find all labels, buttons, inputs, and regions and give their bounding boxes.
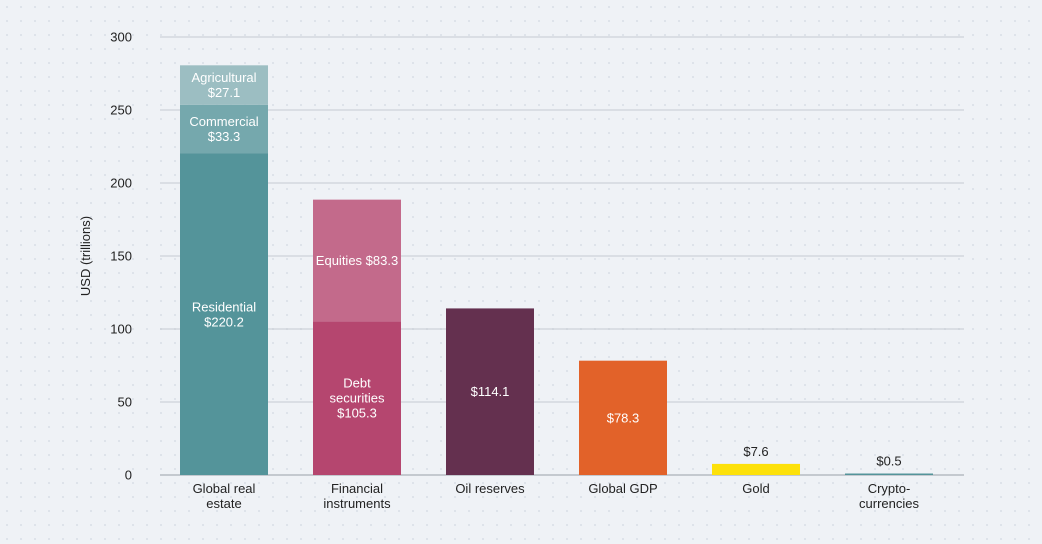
- data-label: Debt securities $105.3: [330, 376, 385, 421]
- bar-segment: [313, 321, 401, 475]
- y-axis-ticks: 0 50 100 150 200 250 300: [110, 30, 132, 483]
- category-label: Gold: [742, 481, 769, 496]
- category-label: Financial instruments: [323, 481, 391, 511]
- bar-segment: [180, 153, 268, 475]
- data-label: $0.5: [876, 454, 901, 469]
- bar-segment: [313, 199, 401, 322]
- category-label: Global real estate: [193, 481, 256, 511]
- data-label: Agricultural $27.1: [191, 70, 256, 100]
- data-label: Equities $83.3: [316, 253, 398, 268]
- bar-segment: [180, 65, 268, 105]
- gridlines: [160, 36, 964, 476]
- data-label: $78.3: [607, 410, 640, 425]
- bar-segment: [712, 463, 800, 475]
- data-labels: Residential $220.2 Commercial $33.3 Agricult…: [189, 70, 901, 468]
- category-label: Oil reserves: [455, 481, 525, 496]
- data-label: Residential $220.2: [192, 299, 256, 329]
- x-axis-categories: Global real estate Financial instruments Oil…: [193, 481, 920, 511]
- y-tick-label: 200: [110, 176, 132, 191]
- bar-segment: [180, 104, 268, 154]
- bars: [180, 65, 933, 475]
- data-label: $7.6: [743, 444, 768, 459]
- bar-segment: [579, 360, 667, 475]
- y-axis-label: USD (trillions): [78, 216, 93, 296]
- data-label: $114.1: [471, 384, 510, 399]
- y-tick-label: 50: [118, 395, 132, 410]
- category-label: Crypto-currencies: [859, 481, 919, 511]
- y-tick-label: 250: [110, 103, 132, 118]
- y-tick-label: 150: [110, 249, 132, 264]
- bar-segment: [446, 308, 534, 475]
- y-tick-label: 0: [125, 468, 132, 483]
- y-tick-label: 100: [110, 322, 132, 337]
- category-label: Global GDP: [588, 481, 657, 496]
- data-label: Commercial $33.3: [189, 114, 258, 144]
- bar-segment: [845, 473, 933, 475]
- y-tick-label: 300: [110, 30, 132, 45]
